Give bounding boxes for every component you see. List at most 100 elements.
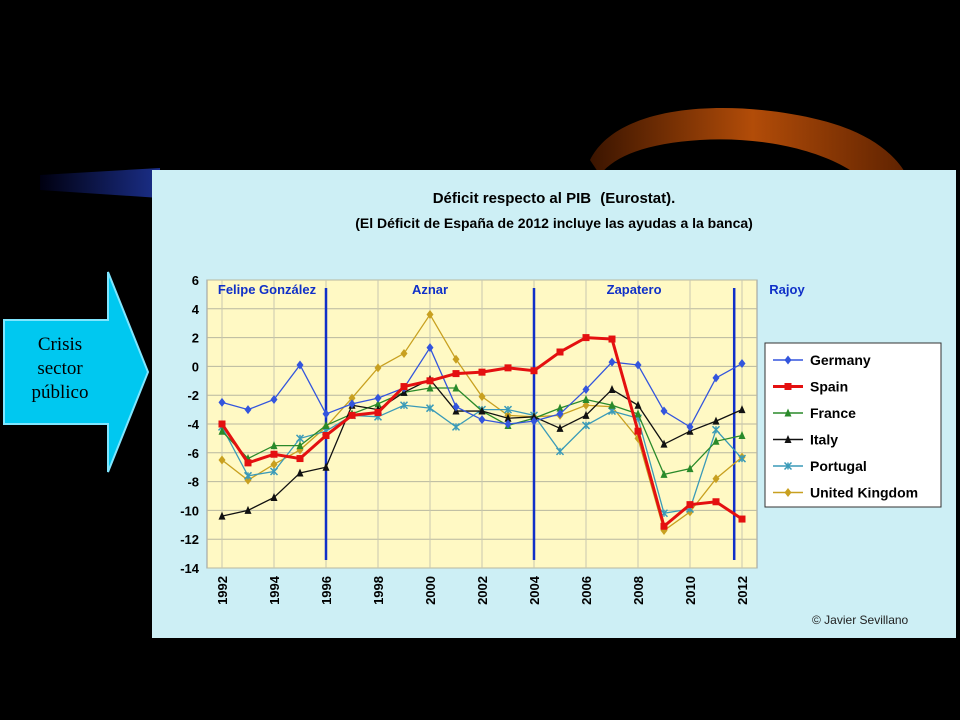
data-point <box>738 405 746 414</box>
x-tick-label: 2002 <box>475 576 490 605</box>
data-point <box>634 400 642 409</box>
x-tick-label: 2012 <box>735 576 750 605</box>
chart-title: Déficit respecto al PIB (Eurostat). <box>433 190 676 207</box>
data-point <box>296 441 304 450</box>
legend-label: Spain <box>810 379 848 395</box>
data-point <box>452 354 460 364</box>
data-point <box>737 454 747 463</box>
data-point <box>712 416 720 425</box>
x-tick-label: 1992 <box>215 576 230 605</box>
data-point <box>712 498 720 506</box>
data-point <box>660 522 668 530</box>
legend-entry: United Kingdom <box>773 485 918 501</box>
data-point <box>634 409 642 418</box>
data-point <box>295 434 305 443</box>
data-point <box>348 393 356 403</box>
data-point <box>686 501 694 509</box>
y-axis: 6 4 2 0 -2 -4 -6 -8 -10 -12 -14 <box>180 273 200 576</box>
data-point <box>426 310 434 320</box>
data-point <box>738 515 746 523</box>
data-point <box>582 410 590 419</box>
legend-label: United Kingdom <box>810 485 918 501</box>
data-point <box>399 401 409 410</box>
period-label: Rajoy <box>769 282 805 297</box>
legend-label: France <box>810 405 856 421</box>
data-point <box>218 455 226 465</box>
x-tick-label: 2000 <box>423 576 438 605</box>
y-tick-label: 4 <box>192 302 200 317</box>
data-point <box>452 383 460 392</box>
data-point <box>686 464 694 473</box>
blue-swoosh <box>40 168 160 198</box>
data-point <box>504 413 512 422</box>
data-point <box>374 363 382 373</box>
data-point <box>783 461 793 471</box>
y-tick-label: 6 <box>192 273 199 288</box>
data-point <box>608 384 616 393</box>
data-point <box>374 408 382 416</box>
data-point <box>712 474 720 484</box>
data-point <box>784 488 792 497</box>
data-point <box>582 334 590 342</box>
legend-label: Portugal <box>810 458 867 474</box>
data-point <box>322 409 330 419</box>
y-tick-label: -10 <box>180 503 199 518</box>
legend-entry: France <box>773 405 856 421</box>
data-point <box>270 441 278 450</box>
data-point <box>712 436 720 445</box>
data-point <box>556 423 564 432</box>
callout-line-2: sector <box>37 358 83 379</box>
data-point <box>530 416 538 426</box>
data-point <box>244 505 252 514</box>
data-point <box>582 400 590 410</box>
data-point <box>582 384 590 394</box>
period-label: Aznar <box>412 282 448 297</box>
data-point <box>296 455 304 463</box>
data-point <box>451 422 461 431</box>
chart-title-main: Déficit respecto al PIB <box>433 190 592 207</box>
y-tick-label: -8 <box>187 475 199 490</box>
data-point <box>556 348 564 356</box>
callout-arrow <box>3 271 150 473</box>
chart-title-source: (Eurostat). <box>600 190 675 207</box>
data-point <box>738 359 746 369</box>
callout-line-3: público <box>31 382 89 403</box>
data-point <box>686 422 694 432</box>
data-point <box>711 425 721 434</box>
chart-panel: Déficit respecto al PIB (Eurostat). (El … <box>152 170 956 638</box>
data-point <box>784 383 792 390</box>
data-point <box>348 411 356 419</box>
data-point <box>738 431 746 440</box>
series-lines <box>217 310 747 536</box>
credit-text: © Javier Sevillano <box>812 613 909 627</box>
period-label: Felipe González <box>218 282 317 297</box>
x-axis: 1992 1994 1996 1998 2000 2002 2004 2006 2008 2010… <box>215 575 750 605</box>
data-point <box>478 368 486 376</box>
data-point <box>426 377 434 385</box>
data-point <box>425 404 435 413</box>
data-point <box>712 373 720 383</box>
data-point <box>426 343 434 353</box>
data-point <box>269 467 279 476</box>
data-point <box>348 399 356 409</box>
x-tick-label: 1996 <box>319 576 334 605</box>
data-point <box>400 383 408 391</box>
callout-line-1: Crisis <box>37 334 83 355</box>
data-point <box>478 415 486 425</box>
data-point <box>660 406 668 416</box>
data-point <box>503 405 513 414</box>
data-point <box>426 383 434 392</box>
data-point <box>270 450 278 458</box>
x-tick-label: 2010 <box>683 576 698 605</box>
data-point <box>218 511 226 520</box>
x-tick-label: 1994 <box>267 575 282 605</box>
y-tick-label: -4 <box>187 417 199 432</box>
data-point <box>530 412 538 421</box>
legend-entry: Spain <box>773 379 848 395</box>
data-point <box>634 360 642 370</box>
data-point <box>608 400 616 409</box>
x-tick-label: 2006 <box>579 576 594 605</box>
data-point <box>608 357 616 367</box>
data-point <box>452 370 460 378</box>
